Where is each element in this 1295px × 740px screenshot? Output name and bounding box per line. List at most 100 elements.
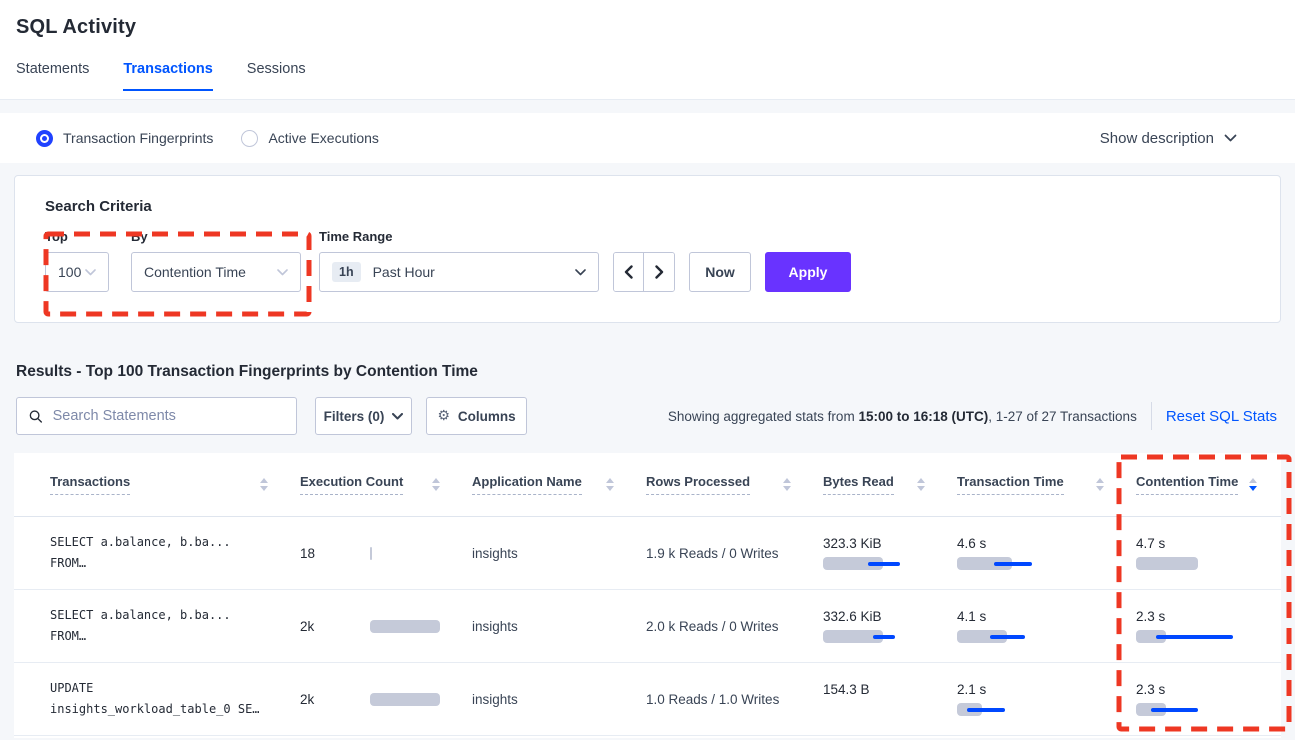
by-label: By — [131, 229, 148, 244]
contention-time-cell: 4.7 s — [1136, 536, 1271, 570]
tab-sessions[interactable]: Sessions — [246, 61, 306, 77]
gear-icon: ⚙ — [437, 408, 450, 424]
sort-icon[interactable] — [606, 478, 614, 491]
radio-transaction-fingerprints[interactable]: Transaction Fingerprints — [36, 129, 214, 147]
contention-time-cell: 2.3 s — [1136, 609, 1271, 643]
contention-time-bar — [1136, 703, 1246, 716]
rows-processed-cell: 2.0 k Reads / 0 Writes — [646, 618, 779, 634]
bytes-read-cell: 332.6 KiB — [823, 609, 957, 643]
transaction-time-bar — [957, 630, 1067, 643]
bytes-read-cell: 323.3 KiB — [823, 536, 957, 570]
contention-time-cell: 2.3 s — [1136, 682, 1271, 716]
transaction-time-cell: 4.6 s — [957, 536, 1136, 570]
show-description-label: Show description — [1099, 129, 1214, 147]
chevron-down-icon — [575, 268, 586, 275]
time-range-badge: 1h — [332, 262, 361, 282]
rows-processed-cell: 1.9 k Reads / 0 Writes — [646, 545, 779, 561]
transaction-fingerprint-link[interactable]: SELECT a.balance, b.ba... FROM… — [50, 608, 231, 643]
chevron-right-icon — [654, 265, 663, 279]
next-time-button[interactable] — [644, 253, 674, 291]
sort-icon-active-desc[interactable] — [1249, 478, 1257, 491]
tab-bar: Statements Transactions Sessions — [16, 61, 1279, 91]
radio-label: Active Executions — [268, 130, 379, 146]
chevron-down-icon — [85, 268, 96, 275]
contention-time-bar — [1136, 557, 1246, 570]
column-header-rows-processed[interactable]: Rows Processed — [646, 474, 823, 495]
execution-count-bar — [370, 692, 450, 706]
column-header-application-name[interactable]: Application Name — [472, 474, 646, 495]
transaction-time-bar — [957, 557, 1067, 570]
column-header-bytes-read[interactable]: Bytes Read — [823, 474, 957, 495]
chevron-left-icon — [624, 265, 633, 279]
transaction-time-cell: 2.1 s — [957, 682, 1136, 716]
top-select[interactable]: 100 — [45, 252, 109, 292]
bytes-read-cell: 154.3 B — [823, 682, 957, 716]
search-criteria-panel: Search Criteria Top 100 By Contention Ti… — [14, 175, 1281, 323]
radio-active-executions[interactable]: Active Executions — [241, 129, 379, 147]
execution-count-bar — [370, 546, 450, 560]
transactions-table: Transactions Execution Count Application… — [14, 453, 1281, 738]
reset-sql-stats-link[interactable]: Reset SQL Stats — [1165, 407, 1277, 425]
top-label: Top — [45, 229, 68, 244]
divider — [1150, 402, 1152, 430]
by-select-value: Contention Time — [144, 264, 246, 280]
column-header-contention-time[interactable]: Contention Time — [1136, 474, 1271, 495]
column-header-execution-count[interactable]: Execution Count — [300, 474, 472, 495]
filters-button[interactable]: Filters (0) — [315, 397, 412, 435]
sort-icon[interactable] — [783, 478, 791, 491]
bytes-read-bar — [823, 557, 933, 570]
table-row: SELECT a.balance, b.ba... FROM… 18 insig… — [14, 517, 1281, 590]
time-step-buttons — [613, 252, 675, 292]
bytes-read-bar — [823, 703, 933, 716]
execution-count-cell: 2k — [300, 619, 472, 634]
transaction-fingerprint-link[interactable]: UPDATE insights_workload_table_0 SE… — [50, 681, 260, 716]
by-field: By Contention Time — [131, 229, 319, 292]
search-icon — [29, 409, 43, 423]
application-name-cell: insights — [472, 618, 518, 634]
chevron-down-icon — [277, 268, 288, 275]
show-description-toggle[interactable]: Show description — [1100, 130, 1237, 147]
execution-count-cell: 18 — [300, 546, 472, 561]
bytes-read-bar — [823, 630, 933, 643]
previous-time-button[interactable] — [614, 253, 644, 291]
radio-label: Transaction Fingerprints — [63, 130, 214, 146]
table-row: UPDATE insights_workload_table_0 SE… 2k … — [14, 663, 1281, 736]
search-criteria-heading: Search Criteria — [45, 198, 152, 215]
page-title: SQL Activity — [16, 16, 137, 38]
transaction-time-cell: 4.1 s — [957, 609, 1136, 643]
chevron-down-icon — [392, 412, 404, 419]
by-select[interactable]: Contention Time — [131, 252, 301, 292]
application-name-cell: insights — [472, 691, 518, 707]
filters-label: Filters (0) — [323, 408, 385, 424]
time-range-label: Time Range — [319, 229, 393, 244]
execution-count-bar — [370, 619, 450, 633]
results-toolbar: Filters (0) ⚙ Columns Showing aggregated… — [16, 397, 1279, 435]
time-range-select[interactable]: 1h Past Hour — [319, 252, 599, 292]
sort-icon[interactable] — [260, 478, 268, 491]
now-button[interactable]: Now — [689, 252, 751, 292]
top-field: Top 100 — [45, 229, 131, 292]
column-header-transaction-time[interactable]: Transaction Time — [957, 474, 1136, 495]
apply-button[interactable]: Apply — [765, 252, 851, 292]
application-name-cell: insights — [472, 545, 518, 561]
columns-button[interactable]: ⚙ Columns — [426, 397, 527, 435]
radio-selected-icon — [36, 129, 53, 147]
search-statements-input[interactable] — [52, 408, 284, 424]
sort-icon[interactable] — [917, 478, 925, 491]
sort-icon[interactable] — [432, 478, 440, 491]
tab-statements[interactable]: Statements — [16, 61, 90, 77]
column-header-transactions[interactable]: Transactions — [50, 474, 300, 495]
execution-count-cell: 2k — [300, 692, 472, 707]
columns-label: Columns — [457, 408, 516, 424]
radio-unselected-icon — [241, 129, 259, 147]
chevron-down-icon — [1224, 134, 1237, 142]
tab-transactions[interactable]: Transactions — [123, 61, 213, 91]
time-range-field: Time Range 1h Past Hour — [319, 229, 613, 292]
table-row: SELECT a.balance, b.ba... FROM… 2k insig… — [14, 590, 1281, 663]
transaction-fingerprint-link[interactable]: SELECT a.balance, b.ba... FROM… — [50, 535, 231, 570]
page-header: SQL Activity Statements Transactions Ses… — [0, 0, 1295, 100]
sort-icon[interactable] — [1096, 478, 1104, 491]
time-range-value: Past Hour — [372, 264, 435, 280]
contention-time-bar — [1136, 630, 1246, 643]
table-header-row: Transactions Execution Count Application… — [14, 453, 1281, 517]
